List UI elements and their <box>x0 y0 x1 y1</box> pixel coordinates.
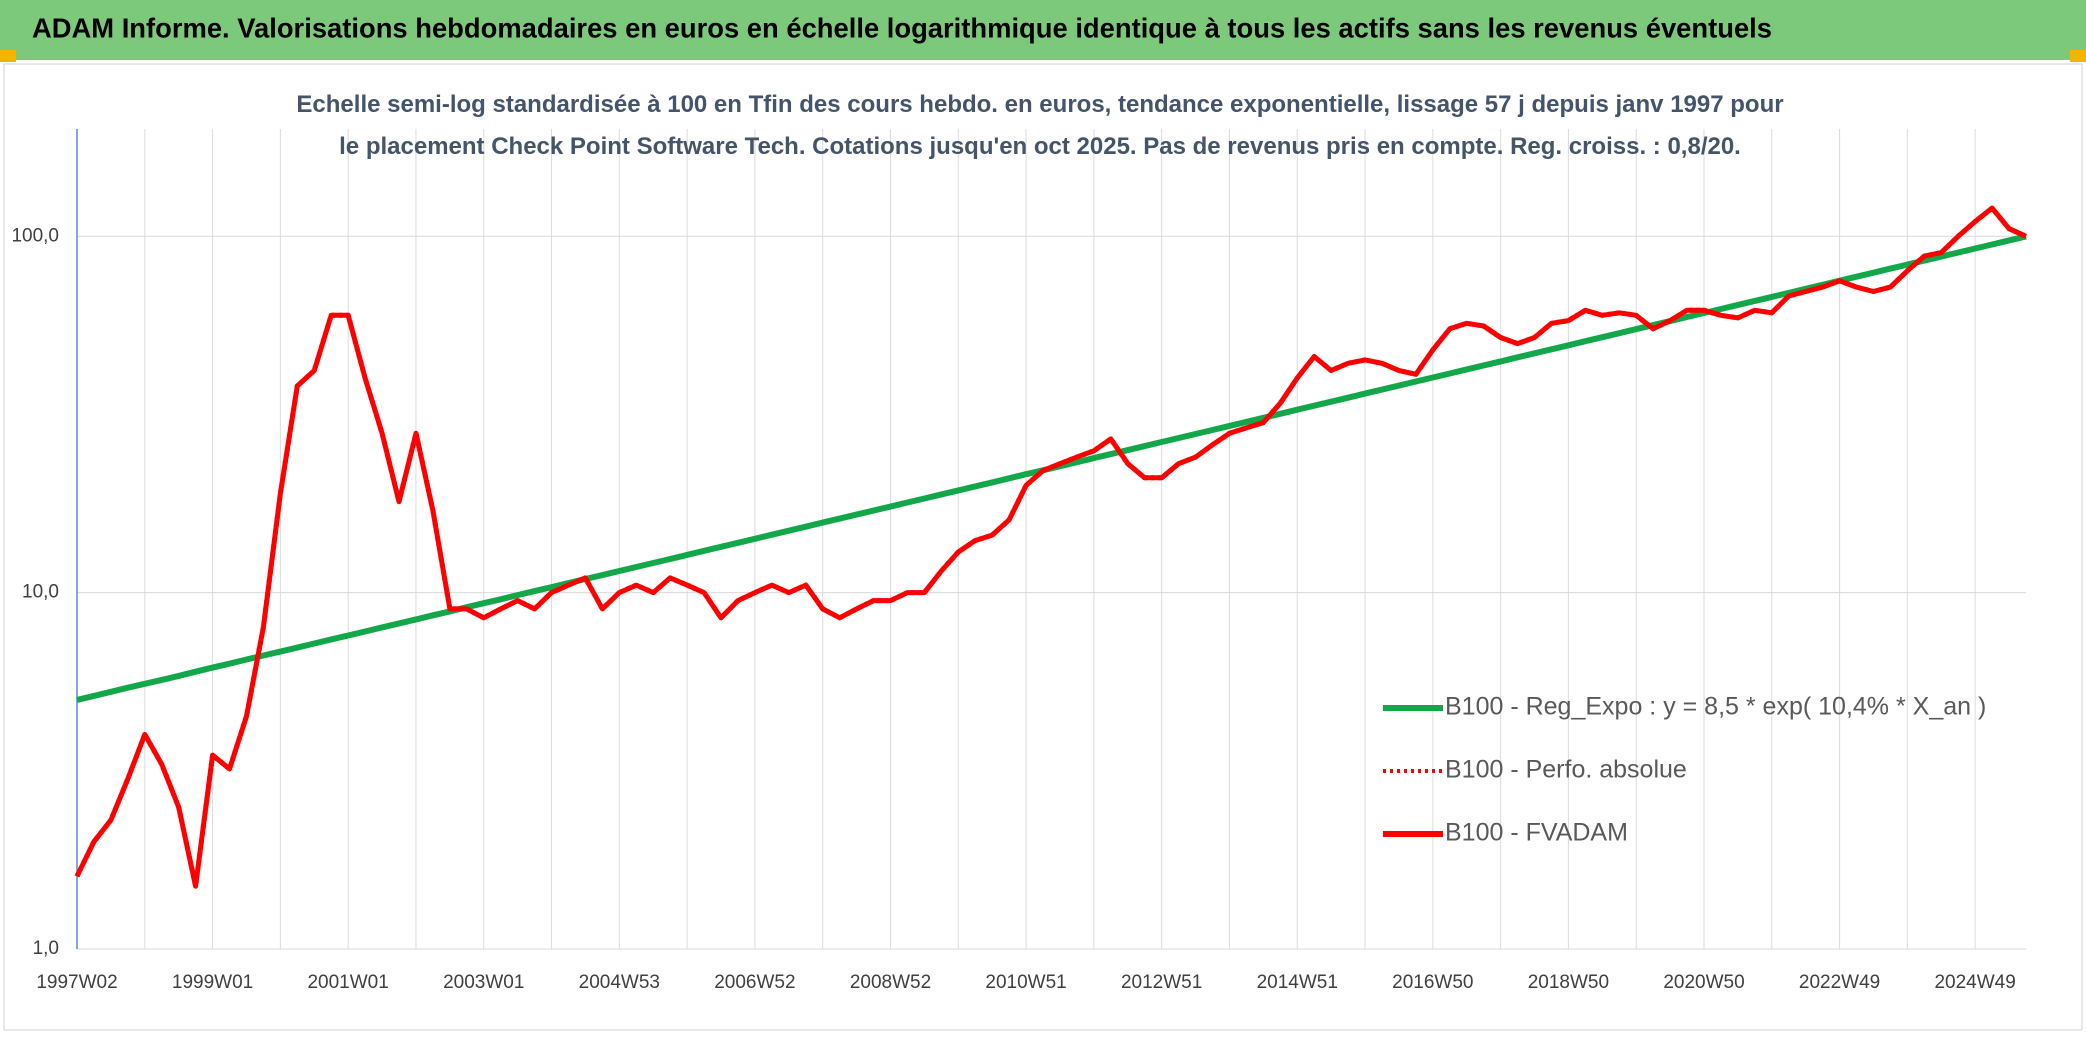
y-tick-label: 10,0 <box>22 582 59 603</box>
x-tick-label: 1999W01 <box>172 972 253 993</box>
x-tick-label: 2014W51 <box>1257 972 1338 993</box>
x-tick-label: 2022W49 <box>1799 972 1880 993</box>
y-tick-label: 100,0 <box>11 225 59 246</box>
x-tick-label: 2010W51 <box>985 972 1066 993</box>
header-bar <box>0 0 2086 60</box>
chart-title: ADAM Informe. Valorisations hebdomadaire… <box>32 12 1772 43</box>
legend-label: B100 - FVADAM <box>1445 819 1628 847</box>
x-tick-label: 2016W50 <box>1392 972 1473 993</box>
x-tick-label: 2001W01 <box>307 972 388 993</box>
x-tick-label: 2004W53 <box>579 972 660 993</box>
series-line <box>74 205 2028 889</box>
x-tick-label: 2006W52 <box>714 972 795 993</box>
chart-subtitle: Echelle semi-log standardisée à 100 en T… <box>296 91 1784 160</box>
x-tick-label: 2003W01 <box>443 972 524 993</box>
x-tick-label: 1997W02 <box>36 972 117 993</box>
x-tick-label: 2024W49 <box>1934 972 2015 993</box>
x-tick-label: 2018W50 <box>1528 972 1609 993</box>
corner <box>2070 50 2086 62</box>
y-tick-label: 1,0 <box>33 938 59 959</box>
legend-label: B100 - Reg_Expo : y = 8,5 * exp( 10,4% *… <box>1445 693 1986 721</box>
corner <box>0 50 16 62</box>
x-tick-label: 2020W50 <box>1663 972 1744 993</box>
x-tick-label: 2008W52 <box>850 972 931 993</box>
legend-label: B100 - Perfo. absolue <box>1445 756 1687 784</box>
x-tick-label: 2012W51 <box>1121 972 1202 993</box>
chart-frame <box>3 63 2083 1031</box>
